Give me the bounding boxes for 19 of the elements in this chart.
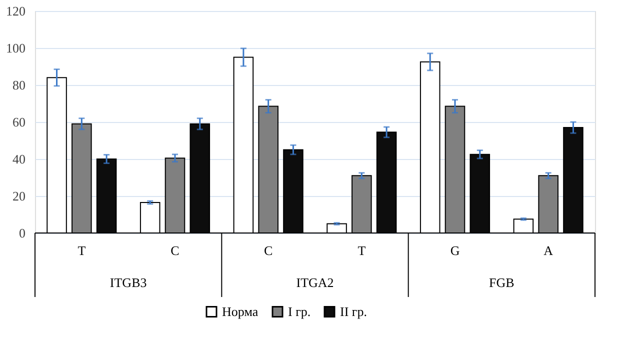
text: ITGB3 — [110, 275, 147, 290]
y-tick-label: 80 — [12, 78, 26, 92]
x-tick-label: G — [450, 243, 460, 258]
y-tick-label: 40 — [12, 152, 26, 166]
y-tick-label: 20 — [12, 188, 26, 204]
text: ITGA2 — [296, 275, 334, 290]
y-tick-label: 120 — [6, 4, 26, 18]
y-tick-label: 0 — [19, 226, 26, 240]
y-tick-label: 60 — [12, 114, 26, 130]
x-tick-label: T — [358, 243, 366, 258]
legend-label: II гр. — [340, 304, 367, 319]
text: FGB — [489, 275, 515, 290]
y-tick-label: 100 — [6, 40, 26, 56]
x-tick-label: T — [78, 243, 86, 258]
x-tick-label: A — [544, 243, 554, 258]
x-tick-label: C — [264, 243, 273, 258]
legend-label: Норма — [222, 304, 258, 319]
legend-label: I гр. — [288, 304, 311, 319]
x-tick-label: C — [170, 243, 180, 258]
